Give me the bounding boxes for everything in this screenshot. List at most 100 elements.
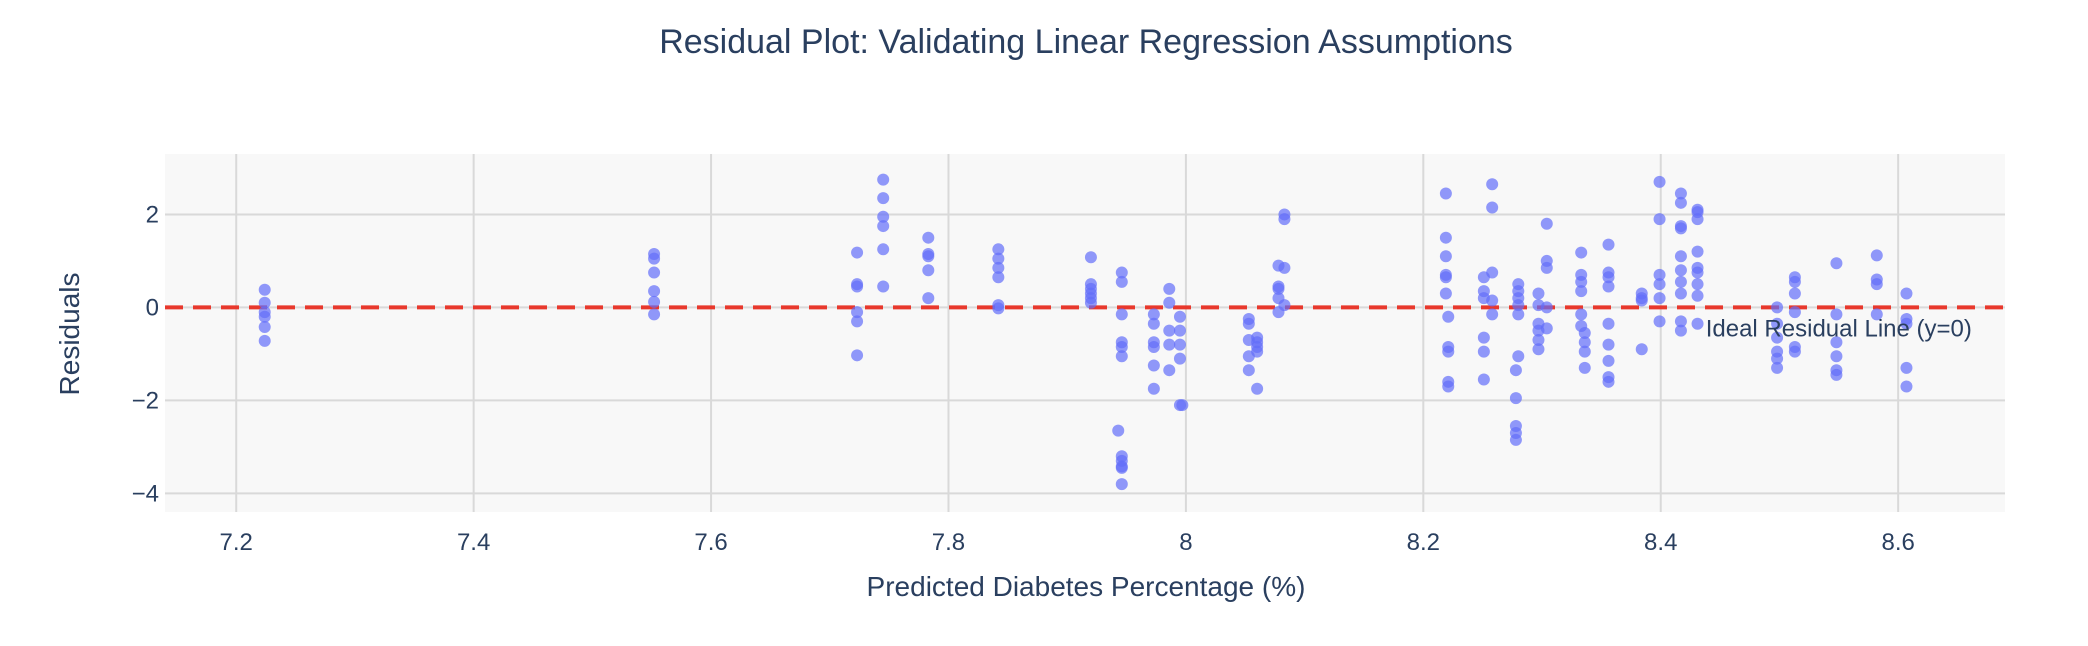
data-point	[1486, 266, 1499, 279]
data-point	[648, 266, 661, 279]
data-point	[877, 280, 890, 293]
data-point	[1163, 364, 1176, 377]
data-point	[1115, 308, 1128, 321]
data-point	[1771, 331, 1784, 344]
data-point	[1653, 268, 1666, 281]
data-point	[1084, 251, 1097, 264]
data-point	[1115, 478, 1128, 491]
data-point	[1830, 350, 1843, 363]
x-axis-title: Predicted Diabetes Percentage (%)	[867, 571, 1306, 602]
data-point	[1900, 287, 1913, 300]
data-point	[1477, 345, 1490, 358]
data-point	[1870, 278, 1883, 291]
data-point	[1486, 201, 1499, 214]
data-point	[851, 280, 864, 293]
data-point	[1788, 287, 1801, 300]
data-point	[1900, 380, 1913, 393]
data-point	[1575, 308, 1588, 321]
x-tick-label: 8.6	[1881, 529, 1914, 556]
data-point	[877, 243, 890, 256]
data-point	[1691, 278, 1704, 291]
data-point	[1602, 317, 1615, 330]
data-point	[1788, 306, 1801, 319]
data-point	[1272, 282, 1285, 295]
data-point	[1830, 308, 1843, 321]
data-point	[1486, 294, 1499, 307]
data-point	[992, 271, 1005, 284]
data-point	[1870, 308, 1883, 321]
data-point	[1115, 275, 1128, 288]
data-point	[1147, 317, 1160, 330]
y-axis-title: Residuals	[54, 273, 85, 396]
data-point	[1509, 392, 1522, 405]
data-point	[648, 252, 661, 265]
data-point	[1674, 196, 1687, 209]
data-point	[1870, 249, 1883, 262]
data-point	[1115, 340, 1128, 353]
data-point	[1578, 327, 1591, 339]
data-point	[1477, 331, 1490, 344]
data-point	[1442, 380, 1455, 393]
data-point	[1602, 354, 1615, 367]
data-point	[1112, 424, 1125, 437]
data-point	[922, 231, 935, 244]
data-point	[1173, 324, 1186, 337]
chart-title: Residual Plot: Validating Linear Regress…	[659, 23, 1513, 61]
data-point	[1173, 310, 1186, 323]
data-point	[1691, 289, 1704, 302]
data-point	[1251, 382, 1264, 395]
data-point	[1442, 310, 1455, 323]
x-tick-label: 8.2	[1407, 529, 1440, 556]
data-point	[1532, 343, 1545, 356]
data-point	[648, 285, 661, 298]
data-point	[1691, 213, 1704, 226]
data-point	[258, 320, 271, 333]
y-tick-label: 0	[146, 294, 159, 321]
data-point	[922, 250, 935, 263]
data-point	[1477, 373, 1490, 386]
data-point	[258, 296, 271, 309]
data-point	[1512, 350, 1525, 363]
data-point	[1602, 271, 1615, 284]
data-point	[1278, 299, 1291, 312]
data-point	[1540, 261, 1553, 274]
data-point	[1173, 338, 1186, 351]
data-point	[877, 173, 890, 186]
data-point	[1442, 345, 1455, 358]
data-point	[1771, 361, 1784, 374]
data-point	[851, 306, 864, 319]
data-point	[1674, 222, 1687, 235]
data-point	[1532, 333, 1545, 346]
data-point	[1439, 250, 1452, 263]
data-point	[1512, 299, 1525, 312]
data-point	[1115, 461, 1128, 474]
x-tick-label: 7.8	[932, 529, 965, 556]
x-tick-label: 7.2	[220, 529, 253, 556]
data-point	[1900, 361, 1913, 374]
data-point	[1575, 285, 1588, 298]
annotation-label: Ideal Residual Line (y=0)	[1706, 315, 1972, 342]
data-point	[922, 292, 935, 305]
data-point	[851, 246, 864, 259]
data-point	[1147, 308, 1160, 321]
data-point	[1540, 322, 1553, 335]
data-point	[1278, 213, 1291, 226]
data-point	[1674, 187, 1687, 200]
data-point	[877, 210, 890, 223]
data-point	[922, 264, 935, 277]
data-point	[851, 315, 864, 328]
data-point	[1691, 266, 1704, 279]
data-point	[1439, 271, 1452, 284]
data-point	[1540, 301, 1553, 314]
data-point	[1509, 364, 1522, 377]
data-point	[1486, 178, 1499, 191]
data-point	[1602, 338, 1615, 351]
data-point	[1578, 345, 1591, 358]
data-point	[1635, 343, 1648, 356]
data-point	[1242, 317, 1255, 330]
data-point	[1771, 301, 1784, 314]
data-point	[1147, 340, 1160, 353]
data-point	[1163, 324, 1176, 337]
data-point	[877, 192, 890, 205]
y-tick-label: −4	[132, 480, 159, 507]
